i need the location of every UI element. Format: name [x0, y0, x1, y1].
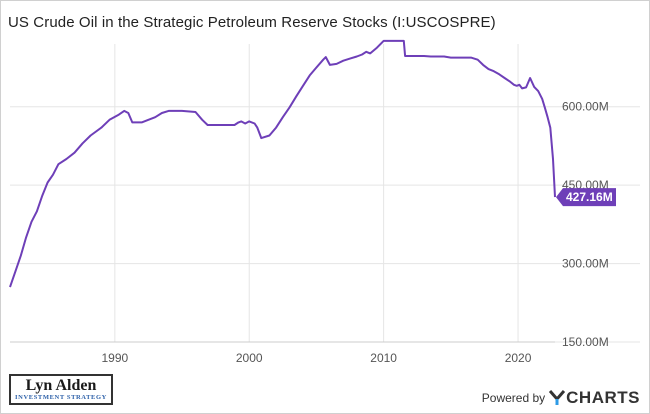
- y-tick-label: 150.00M: [562, 335, 609, 349]
- current-value-badge-shape: [556, 188, 616, 207]
- x-axis-ticks: 1990 2000 2010 2020: [101, 351, 531, 365]
- chart-title: US Crude Oil in the Strategic Petroleum …: [8, 14, 496, 31]
- y-tick-label: 300.00M: [562, 257, 609, 271]
- powered-by-ycharts[interactable]: Powered by CHARTS: [482, 388, 640, 408]
- x-tick-label: 2000: [236, 351, 263, 365]
- series-line: [9, 39, 556, 288]
- series-layer: [9, 39, 556, 288]
- grid-lines: [10, 44, 640, 343]
- x-tick-label: 2020: [505, 351, 532, 365]
- logo-sub-text: INVESTMENT STRATEGY: [15, 394, 107, 401]
- current-value-label: 427.16M: [566, 190, 613, 204]
- powered-by-label: Powered by: [481, 391, 546, 405]
- y-tick-label: 600.00M: [562, 100, 609, 114]
- ycharts-brand-text: CHARTS: [566, 388, 640, 407]
- x-tick-label: 2010: [370, 351, 397, 365]
- current-value-badge: 427.16M: [556, 188, 616, 207]
- x-tick-label: 1990: [101, 351, 128, 365]
- ycharts-y-icon: [549, 390, 566, 406]
- logo-main-text: Lyn Alden: [25, 377, 97, 394]
- lyn-alden-logo: Lyn Alden INVESTMENT STRATEGY: [9, 374, 113, 405]
